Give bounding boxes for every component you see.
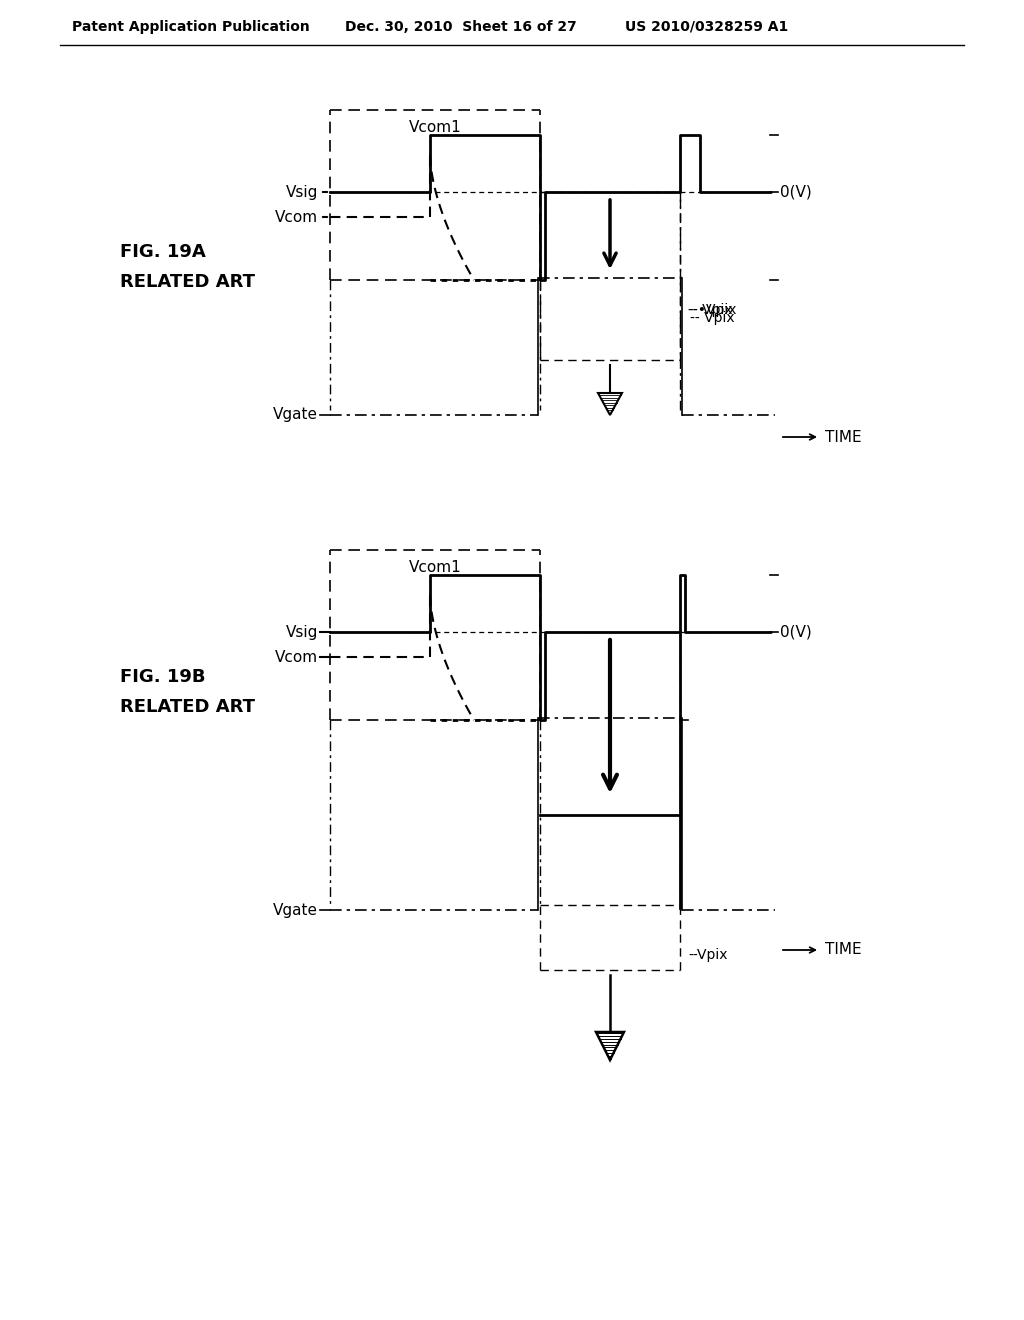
Text: FIG. 19B: FIG. 19B bbox=[120, 668, 206, 686]
Text: US 2010/0328259 A1: US 2010/0328259 A1 bbox=[625, 20, 788, 34]
Polygon shape bbox=[596, 1032, 624, 1060]
Text: Vcom1: Vcom1 bbox=[409, 120, 462, 135]
Text: 0(V): 0(V) bbox=[780, 185, 812, 199]
Text: TIME: TIME bbox=[825, 429, 861, 445]
Text: Vgate: Vgate bbox=[273, 903, 318, 917]
Text: Vsig: Vsig bbox=[286, 185, 318, 199]
Text: RELATED ART: RELATED ART bbox=[120, 698, 255, 715]
Text: FIG. 19A: FIG. 19A bbox=[120, 243, 206, 261]
Text: Vcom: Vcom bbox=[274, 649, 318, 664]
Text: Dec. 30, 2010  Sheet 16 of 27: Dec. 30, 2010 Sheet 16 of 27 bbox=[345, 20, 577, 34]
Text: --Vpix: --Vpix bbox=[688, 948, 727, 962]
Text: 0(V): 0(V) bbox=[780, 624, 812, 639]
Text: Vgate: Vgate bbox=[273, 408, 318, 422]
Polygon shape bbox=[598, 393, 622, 414]
Text: RELATED ART: RELATED ART bbox=[120, 273, 255, 290]
Text: Patent Application Publication: Patent Application Publication bbox=[72, 20, 309, 34]
Text: --•Vpix: --•Vpix bbox=[688, 302, 736, 317]
Text: -- Vpix: -- Vpix bbox=[690, 312, 734, 325]
Text: TIME: TIME bbox=[825, 942, 861, 957]
Text: Vcom: Vcom bbox=[274, 210, 318, 224]
Text: -- Vpix: -- Vpix bbox=[688, 302, 732, 317]
Text: Vcom1: Vcom1 bbox=[409, 560, 462, 576]
Text: Vsig: Vsig bbox=[286, 624, 318, 639]
